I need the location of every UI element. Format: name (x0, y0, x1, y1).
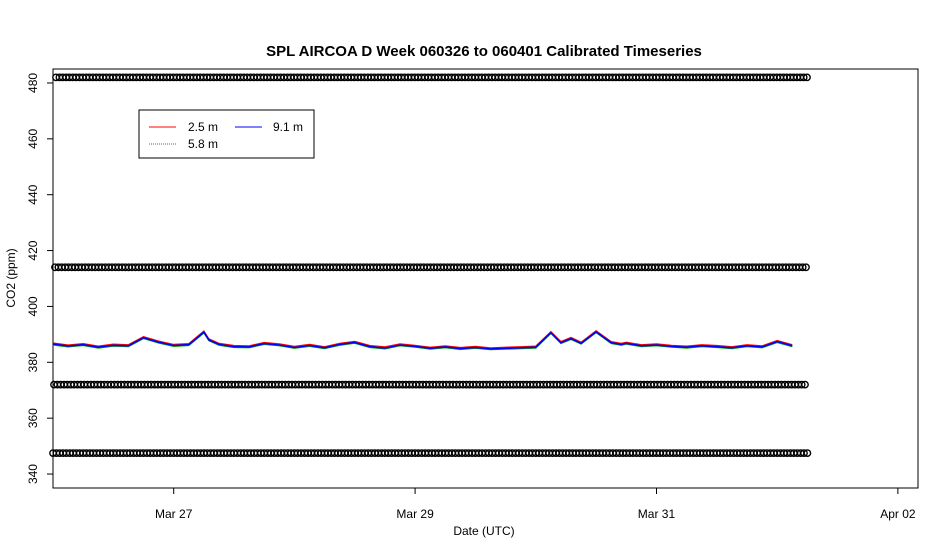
x-axis: Mar 27 Mar 29 Mar 31 Apr 02 (155, 488, 916, 521)
y-tick-label: 340 (26, 464, 40, 484)
legend-label-9-1m: 9.1 m (273, 120, 303, 134)
x-tick-label: Mar 27 (155, 507, 193, 521)
marker-point (797, 380, 806, 389)
marker-point (798, 263, 807, 272)
marker-point (799, 73, 808, 82)
x-axis-label: Date (UTC) (453, 524, 514, 538)
y-tick-label: 480 (26, 73, 40, 93)
series-line-2-5m (52, 329, 793, 349)
legend-box (138, 109, 315, 159)
y-tick-label: 360 (26, 408, 40, 428)
marker-point (803, 73, 811, 82)
marker-point (803, 449, 812, 457)
plot-frame (52, 68, 919, 489)
legend-label-2-5m: 2.5 m (188, 120, 218, 134)
y-axis-label: CO2 (ppm) (4, 248, 18, 307)
series-line-9-1m (52, 330, 793, 350)
chart-title: SPL AIRCOA D Week 060326 to 060401 Calib… (266, 43, 702, 60)
marker-point (800, 449, 808, 457)
y-tick-label: 460 (26, 129, 40, 149)
y-tick-label: 420 (26, 240, 40, 260)
y-axis: 340 360 380 400 420 440 460 480 (26, 73, 53, 484)
marker-point (801, 380, 809, 389)
y-tick-label: 380 (26, 352, 40, 372)
marker-point (802, 263, 810, 272)
legend: 2.5 m 5.8 m 9.1 m (138, 109, 315, 159)
series-lines (52, 329, 793, 351)
x-tick-label: Mar 31 (638, 507, 676, 521)
y-tick-label: 400 (26, 296, 40, 316)
x-tick-label: Mar 29 (396, 507, 434, 521)
x-tick-label: Apr 02 (880, 507, 916, 521)
marker-points (49, 73, 812, 457)
legend-label-5-8m: 5.8 m (188, 137, 218, 151)
y-tick-label: 440 (26, 184, 40, 204)
